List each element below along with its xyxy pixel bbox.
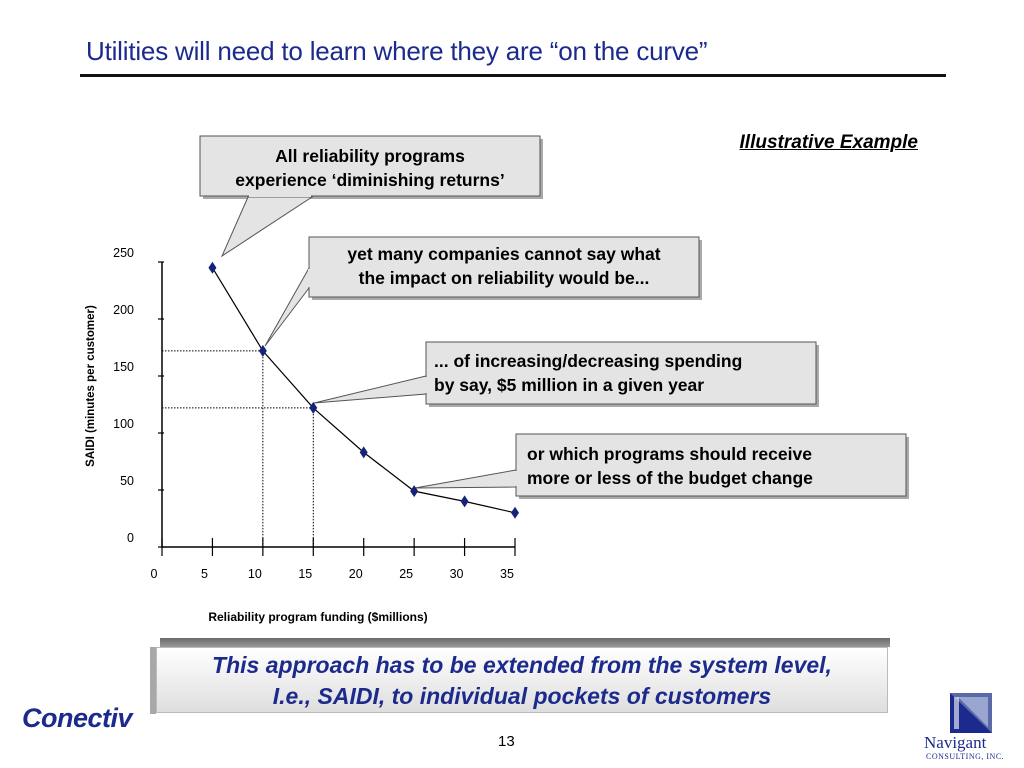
callout-1-text: All reliability programs experience ‘dim… (200, 144, 540, 192)
banner-line1: This approach has to be extended from th… (212, 652, 832, 678)
callout-shapes (199, 135, 909, 499)
callout-4-line2: more or less of the budget change (527, 468, 813, 488)
data-point-3 (359, 446, 368, 459)
callout-4-line1: or which programs should receive (527, 444, 812, 464)
y-tick-label-0: 0 (127, 531, 134, 545)
x-axis-label: Reliability program funding ($millions) (208, 610, 427, 624)
callout-box-1-face (199, 135, 541, 197)
callout-box-4-face (515, 433, 907, 497)
x-axis-ticks: 0 5 10 15 20 25 30 35 (151, 538, 516, 581)
title-rule (80, 74, 946, 77)
data-point-2 (309, 401, 318, 414)
callout-2-line1: yet many companies cannot say what (347, 244, 661, 264)
y-tick-label-3: 150 (113, 360, 134, 374)
summary-banner: This approach has to be extended from th… (150, 638, 890, 714)
data-point-6 (511, 506, 519, 519)
data-point-5 (460, 495, 469, 508)
illustrative-label: Illustrative Example (739, 132, 918, 153)
x-tick-label-1: 5 (201, 567, 208, 581)
navigant-mark-icon (950, 693, 992, 733)
callout-4-pointer (414, 469, 517, 489)
callout-3-line1: ... of increasing/decreasing spending (434, 351, 743, 371)
callout-4-text: or which programs should receive more or… (527, 442, 902, 490)
callout-1-pointer (220, 196, 314, 258)
y-tick-label-2: 100 (113, 417, 134, 431)
saidi-curve-chart: 0 50 100 150 200 250 0 5 10 15 20 25 30 35 SAIDI (mi… (85, 135, 909, 624)
callout-2-text: yet many companies cannot say what the i… (309, 242, 699, 290)
callout-3-text: ... of increasing/decreasing spending by… (434, 349, 814, 397)
callout-3-line2: by say, $5 million in a given year (434, 375, 705, 395)
callout-box-3-face (425, 341, 817, 405)
navigant-name: Navigant (924, 733, 987, 752)
callout-3-pointer (313, 375, 427, 404)
y-axis-ticks: 0 50 100 150 200 250 (113, 246, 164, 548)
y-tick-label-1: 50 (120, 474, 134, 488)
x-tick-label-2: 10 (248, 567, 262, 581)
data-point-4 (410, 485, 419, 498)
banner-line2: I.e., SAIDI, to individual pockets of cu… (272, 683, 772, 709)
y-tick-label-4: 200 (113, 303, 134, 317)
callout-1-line2: experience ‘diminishing returns’ (235, 170, 505, 190)
page-number: 13 (498, 733, 515, 750)
y-axis-label: SAIDI (minutes per customer) (85, 305, 97, 467)
y-tick-label-5: 250 (113, 246, 134, 260)
data-point-1 (258, 344, 267, 357)
slide-title: Utilities will need to learn where they … (86, 36, 708, 66)
navigant-sub: CONSULTING, INC. (926, 752, 1005, 761)
x-tick-label-4: 20 (349, 567, 363, 581)
x-tick-label-0: 0 (151, 567, 158, 581)
callout-1-line1: All reliability programs (275, 146, 465, 166)
x-tick-label-5: 25 (399, 567, 413, 581)
x-tick-label-7: 35 (500, 567, 514, 581)
series-markers (208, 261, 519, 519)
callout-2-line2: the impact on reliability would be... (358, 268, 650, 288)
reference-lines (162, 350, 314, 547)
x-tick-label-6: 30 (450, 567, 464, 581)
x-tick-label-3: 15 (298, 567, 312, 581)
data-point-0 (208, 261, 217, 274)
conectiv-logo: Conectiv (22, 703, 133, 733)
navigant-logo: Navigant CONSULTING, INC. (920, 693, 1024, 768)
callout-box-2-face (308, 236, 700, 298)
callout-2-pointer (264, 266, 310, 347)
